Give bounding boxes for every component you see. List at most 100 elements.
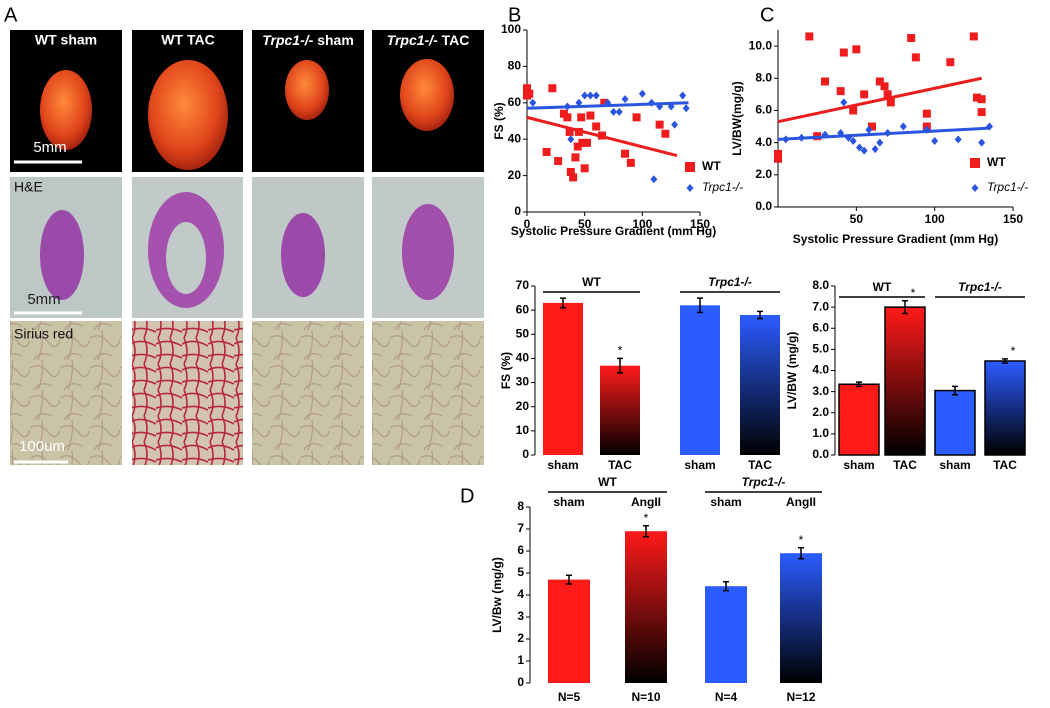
y-tick-label: 70 <box>516 278 530 292</box>
n-label: N=5 <box>558 690 581 704</box>
bar <box>740 314 780 455</box>
point <box>577 113 586 122</box>
photo-header: WT sham <box>35 32 97 48</box>
x-tick-label: sham <box>710 495 741 509</box>
y-axis-label: FS (%) <box>492 102 506 139</box>
panel-letter: A <box>4 4 18 26</box>
y-axis-label: LV/BW (mg/g) <box>785 332 799 410</box>
point <box>586 111 595 120</box>
y-tick-label: 10.0 <box>749 38 773 52</box>
point <box>840 98 848 107</box>
y-tick-label: 60 <box>516 302 530 316</box>
point <box>954 135 962 144</box>
point <box>774 154 782 163</box>
y-tick-label: 6.0 <box>812 320 829 334</box>
x-tick-label: sham <box>843 458 874 472</box>
x-tick-label: AngII <box>631 495 661 509</box>
point <box>946 58 955 67</box>
n-label: N=4 <box>715 690 738 704</box>
y-tick-label: 8.0 <box>812 278 829 292</box>
point <box>655 120 664 129</box>
error-bar <box>723 581 729 592</box>
x-tick-label: 150 <box>690 217 710 231</box>
heart <box>400 59 454 131</box>
heart <box>40 70 92 150</box>
y-tick-label: 5.0 <box>812 342 829 356</box>
point <box>632 113 641 122</box>
significance: * <box>618 344 623 358</box>
point <box>972 93 981 102</box>
point <box>876 138 884 147</box>
y-tick-label: 30 <box>516 375 530 389</box>
point <box>978 138 986 147</box>
y-tick-label: 80 <box>508 59 522 73</box>
y-tick-label: 3.0 <box>812 384 829 398</box>
point <box>573 142 582 151</box>
section <box>402 204 454 300</box>
y-tick-label: 4.0 <box>755 135 772 149</box>
point <box>868 122 876 131</box>
point <box>529 98 537 107</box>
photo-header: WT TAC <box>161 32 214 48</box>
bar <box>548 579 590 683</box>
y-tick-label: 20 <box>516 399 530 413</box>
x-tick-label: TAC <box>993 458 1017 472</box>
point <box>542 147 551 156</box>
y-tick-label: 0 <box>517 675 524 689</box>
y-tick-label: 20 <box>508 168 522 182</box>
point <box>525 89 534 98</box>
y-tick-label: 7.0 <box>812 299 829 313</box>
point <box>839 48 848 57</box>
group-label: Trpc1-/- <box>958 280 1002 294</box>
y-tick-label: 0 <box>522 447 529 461</box>
x-tick-label: AngII <box>786 495 816 509</box>
point <box>931 137 939 146</box>
point <box>565 127 574 136</box>
photo <box>372 321 484 465</box>
point <box>907 34 916 43</box>
y-axis-label: LV/BW(mg/g) <box>730 81 744 155</box>
section <box>166 222 206 294</box>
trend-line <box>526 115 678 158</box>
point <box>679 91 687 100</box>
point <box>886 98 895 107</box>
y-tick-label: 100 <box>501 22 521 36</box>
point <box>805 32 814 41</box>
photo-grid: WT sham WT TAC Trpc1-/- sham Trpc1-/- TA… <box>10 30 484 465</box>
x-tick-label: 100 <box>925 212 945 226</box>
y-tick-label: 6 <box>517 543 524 557</box>
y-tick-label: 1.0 <box>812 426 829 440</box>
bar <box>625 531 667 683</box>
point <box>621 95 629 104</box>
point <box>865 125 873 134</box>
condition: TAC <box>438 32 470 48</box>
x-tick-label: sham <box>553 495 584 509</box>
trend-line <box>777 126 990 141</box>
bar <box>934 389 976 456</box>
point <box>852 45 861 54</box>
x-tick-label: sham <box>939 458 970 472</box>
bar <box>838 383 880 456</box>
significance: * <box>1011 344 1016 358</box>
y-tick-label: 1 <box>517 653 524 667</box>
scale-bar-label: 5mm <box>33 139 66 156</box>
error-bar <box>643 524 649 538</box>
gene-name: Trpc1-/- <box>387 32 438 48</box>
row-label: H&E <box>14 179 43 195</box>
group-label: WT <box>598 475 617 489</box>
error-bar <box>566 574 572 585</box>
n-label: N=12 <box>786 690 815 704</box>
point <box>569 173 578 182</box>
error-bar <box>798 546 804 560</box>
y-tick-label: 60 <box>508 95 522 109</box>
x-tick-label: 150 <box>1003 212 1023 226</box>
point <box>880 82 889 91</box>
point <box>899 122 907 131</box>
y-tick-label: 2 <box>517 631 524 645</box>
significance: * <box>799 533 804 547</box>
point <box>661 129 670 138</box>
bar <box>543 302 583 455</box>
point <box>567 135 575 144</box>
point <box>578 138 587 147</box>
point <box>875 77 884 86</box>
